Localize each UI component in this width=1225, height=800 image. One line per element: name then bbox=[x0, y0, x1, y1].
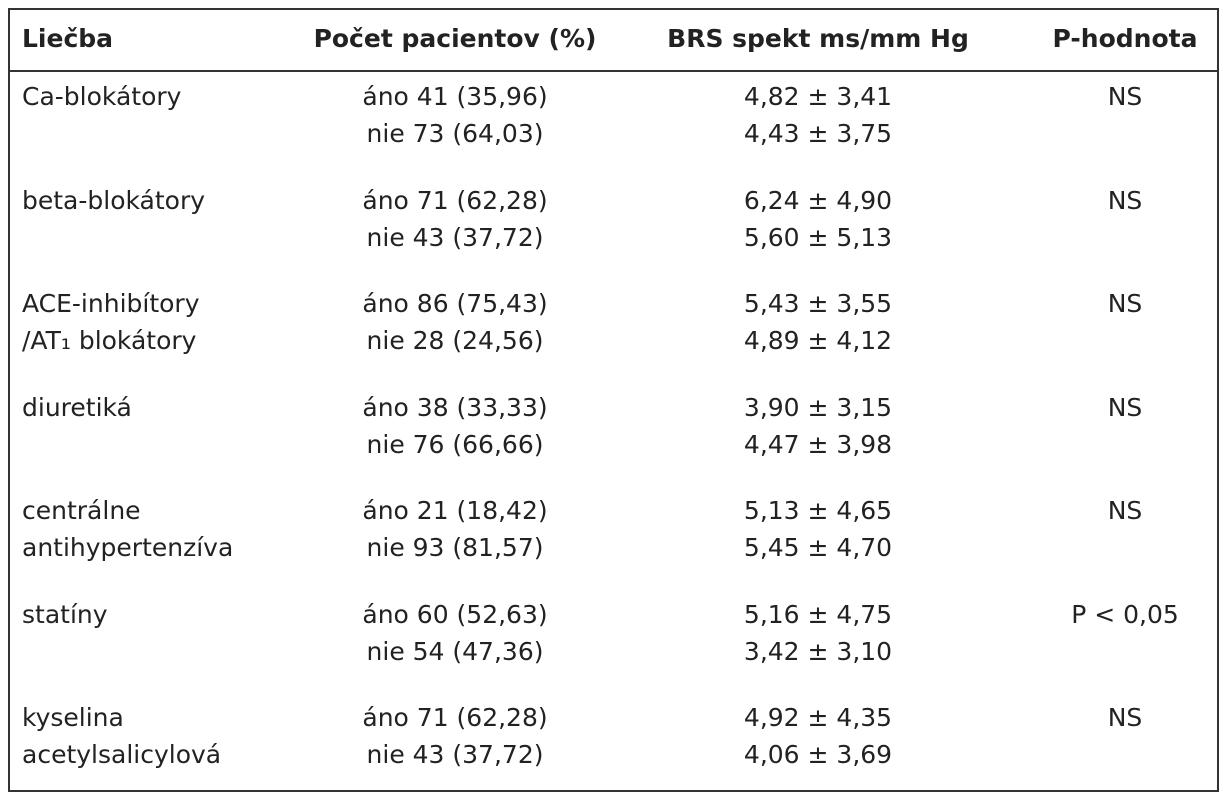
p-value: NS bbox=[1107, 82, 1143, 111]
brs-cell: 3,90 ± 3,15 bbox=[743, 392, 893, 422]
row-label: beta-blokátory bbox=[22, 185, 206, 215]
header-cell: Liečba bbox=[22, 24, 114, 53]
brs-cell: 4,43 ± 3,75 bbox=[743, 119, 893, 148]
brs-cell: 5,13 ± 4,65 bbox=[743, 496, 893, 525]
count-cell: áno 21 (18,42) bbox=[362, 496, 548, 525]
count-cell: nie 43 (37,72) bbox=[366, 222, 544, 252]
count-cell: nie 54 (47,36) bbox=[366, 636, 544, 666]
brs-cell: 4,82 ± 3,41 bbox=[743, 82, 893, 111]
count-cell: nie 76 (66,66) bbox=[366, 429, 544, 459]
count-cell: nie 28 (24,56) bbox=[366, 326, 544, 355]
count-cell: nie 93 (81,57) bbox=[366, 533, 544, 562]
brs-cell: 5,43 ± 3,55 bbox=[743, 289, 893, 318]
count-cell: áno 60 (52,63) bbox=[362, 599, 548, 629]
count-cell: nie 73 (64,03) bbox=[366, 119, 544, 148]
brs-cell: 5,60 ± 5,13 bbox=[743, 222, 893, 252]
row-label: Ca-blokátory bbox=[22, 82, 182, 111]
row-label: centrálne bbox=[22, 496, 141, 525]
brs-cell: 4,89 ± 4,12 bbox=[743, 326, 893, 355]
count-cell: áno 41 (35,96) bbox=[362, 82, 548, 111]
brs-cell: 6,24 ± 4,90 bbox=[743, 185, 893, 215]
count-cell: áno 71 (62,28) bbox=[362, 185, 548, 215]
p-value: P < 0,05 bbox=[1071, 599, 1179, 629]
p-value: NS bbox=[1107, 496, 1143, 525]
count-cell: áno 38 (33,33) bbox=[362, 392, 548, 422]
row-label: diuretiká bbox=[22, 392, 132, 422]
row-label: statíny bbox=[22, 599, 108, 629]
brs-cell: 3,42 ± 3,10 bbox=[743, 636, 893, 666]
header-cell: Počet pacientov (%) bbox=[313, 24, 597, 53]
p-value: NS bbox=[1107, 185, 1143, 215]
header-cell: BRS spekt ms/mm Hg bbox=[667, 24, 969, 53]
header-rule bbox=[10, 70, 1217, 72]
count-cell: áno 71 (62,28) bbox=[362, 703, 548, 732]
brs-cell: 4,92 ± 4,35 bbox=[743, 703, 893, 732]
brs-cell: 5,45 ± 4,70 bbox=[743, 533, 893, 562]
count-cell: nie 43 (37,72) bbox=[366, 740, 544, 769]
row-label: ACE-inhibítory bbox=[22, 289, 200, 318]
table-frame bbox=[8, 8, 1219, 792]
p-value: NS bbox=[1107, 392, 1143, 422]
row-label: antihypertenzíva bbox=[22, 533, 234, 562]
p-value: NS bbox=[1107, 289, 1143, 318]
row-label: /AT₁ blokátory bbox=[22, 326, 197, 355]
row-label: kyselina bbox=[22, 703, 124, 732]
row-label: acetylsalicylová bbox=[22, 740, 222, 769]
p-value: NS bbox=[1107, 703, 1143, 732]
header-cell: P-hodnota bbox=[1052, 24, 1198, 53]
count-cell: áno 86 (75,43) bbox=[362, 289, 548, 318]
brs-cell: 5,16 ± 4,75 bbox=[743, 599, 893, 629]
brs-cell: 4,47 ± 3,98 bbox=[743, 429, 893, 459]
brs-cell: 4,06 ± 3,69 bbox=[743, 740, 893, 769]
